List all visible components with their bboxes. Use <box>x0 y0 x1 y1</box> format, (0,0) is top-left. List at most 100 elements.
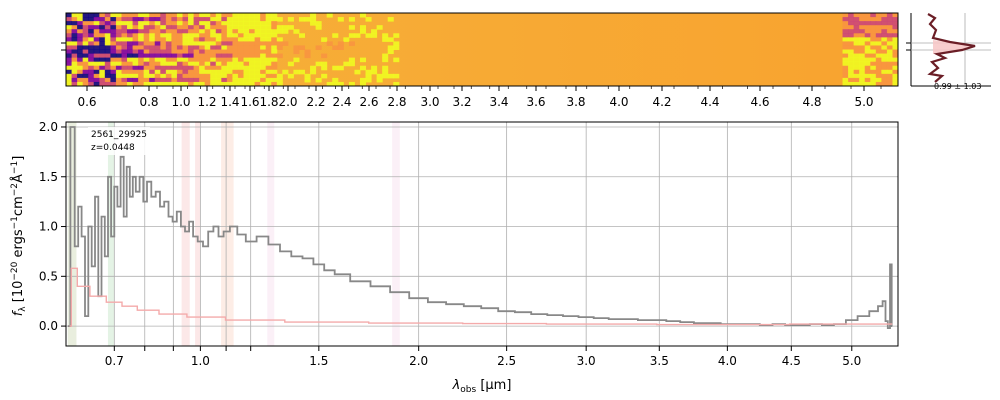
spectrum-2d-pixel <box>138 53 145 59</box>
spectrum-2d-pixel <box>171 25 178 30</box>
spectrum-2d-pixel <box>171 45 178 50</box>
spectrum-2d-pixel <box>265 45 272 50</box>
spectrum-2d-pixel <box>249 53 256 59</box>
spectrum-2d-pixel <box>243 73 250 79</box>
spectrum-2d-pixel <box>149 17 156 22</box>
spectrum-2d-pixel <box>321 73 328 79</box>
spectrum-2d-xtick-label: 2.0 <box>278 95 297 109</box>
spectrum-2d-pixel <box>210 49 217 55</box>
spectrum-2d-pixel <box>188 69 195 75</box>
spectrum-2d-xtick-label: 2.8 <box>387 95 406 109</box>
spectrum-2d-pixel <box>232 81 239 86</box>
spectrum-2d-pixel <box>249 41 256 46</box>
spectrum-2d-pixel <box>77 45 84 50</box>
spectrum-2d-pixel <box>204 49 211 55</box>
spectrum-2d-pixel <box>254 73 261 79</box>
emission-line-band <box>195 122 201 346</box>
spectrum-2d-pixel <box>88 13 95 18</box>
spectrum-2d-pixel <box>176 77 183 83</box>
spectrum-2d-pixel <box>165 77 172 83</box>
main-xtick-label: 2.0 <box>409 354 428 368</box>
spectrum-2d-pixel <box>254 49 261 55</box>
spectrum-2d-pixel <box>271 69 278 75</box>
spectrum-2d-pixel <box>110 73 117 79</box>
spectrum-2d-pixel <box>864 29 871 34</box>
spectrum-2d-pixel <box>88 33 95 38</box>
spectrum-2d-pixel <box>182 61 189 67</box>
spectrum-2d-pixel <box>127 53 134 59</box>
spectrum-2d-pixel <box>193 49 200 55</box>
spectrum-2d-pixel <box>237 37 244 42</box>
spectrum-2d-pixel <box>265 33 272 38</box>
spectrum-2d-pixel <box>853 41 860 46</box>
spectrum-2d-xtick-label: 0.8 <box>139 95 158 109</box>
spectrum-2d-pixel <box>138 33 145 38</box>
spectrum-2d-pixel <box>199 17 206 22</box>
spectrum-2d-pixel <box>221 29 228 34</box>
spectrum-2d-pixel <box>864 49 871 55</box>
spectrum-2d-pixel <box>138 77 145 83</box>
spectrum-2d-pixel <box>66 17 73 22</box>
spectrum-2d-pixel <box>237 33 244 38</box>
spectrum-2d-pixel <box>393 57 400 63</box>
spectrum-2d-pixel <box>848 41 855 46</box>
spectrum-2d-pixel <box>149 81 156 86</box>
spectrum-2d-pixel <box>104 37 111 42</box>
spectrum-2d-pixel <box>82 49 89 55</box>
spectrum-2d-pixel <box>171 69 178 75</box>
spectrum-2d-pixel <box>121 69 128 75</box>
spectrum-flux-line <box>67 126 893 329</box>
spectrum-2d-pixel <box>859 77 866 83</box>
spectrum-2d-pixel <box>237 45 244 50</box>
spectrum-2d-pixel <box>870 69 877 75</box>
spectrum-2d-pixel <box>215 49 222 55</box>
spectrum-2d-pixel <box>138 49 145 55</box>
spectrum-2d-pixel <box>332 33 339 38</box>
spectrum-2d-pixel <box>260 13 267 18</box>
spectrum-2d-xtick-label: 2.4 <box>332 95 351 109</box>
spectrum-2d-pixel <box>77 13 84 18</box>
spectrum-2d-pixel <box>265 25 272 30</box>
spectrum-2d-pixel <box>870 33 877 38</box>
spectrum-2d-pixel <box>310 21 317 26</box>
spectrum-2d-pixel <box>853 57 860 63</box>
spectrum-2d-pixel <box>88 37 95 42</box>
spectrum-2d-pixel <box>143 73 150 79</box>
spectrum-2d-xtick-label: 5.0 <box>854 95 873 109</box>
spectrum-2d-pixel <box>88 17 95 22</box>
spectrum-2d-pixel <box>210 21 217 26</box>
spectrum-2d-pixel <box>393 45 400 50</box>
spectrum-2d-pixel <box>260 49 267 55</box>
spectrum-2d-pixel <box>121 81 128 86</box>
spectrum-2d-pixel <box>886 69 893 75</box>
spectrum-2d-pixel <box>154 21 161 26</box>
spectrum-2d-pixel <box>204 69 211 75</box>
spectrum-2d-pixel <box>82 61 89 67</box>
spectrum-2d-pixel <box>110 41 117 46</box>
spectrum-2d-pixel <box>881 57 888 63</box>
spectrum-2d-pixel <box>215 53 222 59</box>
target-annotation: 2561_29925 z=0.0448 <box>88 127 150 155</box>
spectrum-2d-pixel <box>132 29 139 34</box>
spectrum-2d-pixel <box>160 57 167 63</box>
spectrum-2d-pixel <box>149 65 156 71</box>
spectrum-2d-pixel <box>848 73 855 79</box>
spectrum-2d-pixel <box>221 77 228 83</box>
spectrum-2d-pixel <box>271 41 278 46</box>
spectrum-2d-pixel <box>160 65 167 71</box>
spectrum-2d-pixel <box>221 49 228 55</box>
spectrum-2d-pixel <box>842 81 849 86</box>
spectrum-2d-pixel <box>271 77 278 83</box>
spectrum-2d-pixel <box>127 65 134 71</box>
spectrum-2d-pixel <box>193 77 200 83</box>
spectrum-2d-pixel <box>132 73 139 79</box>
spectrum-2d-pixel <box>82 53 89 59</box>
spectrum-2d-pixel <box>115 17 122 22</box>
spectrum-2d-pixel <box>88 61 95 67</box>
spectrum-2d-pixel <box>376 77 383 83</box>
spectrum-2d-pixel <box>66 53 73 59</box>
spectrum-2d-pixel <box>121 57 128 63</box>
spectrum-2d-pixel <box>160 73 167 79</box>
spectrum-2d-pixel <box>232 33 239 38</box>
spectrum-2d-pixel <box>104 57 111 63</box>
